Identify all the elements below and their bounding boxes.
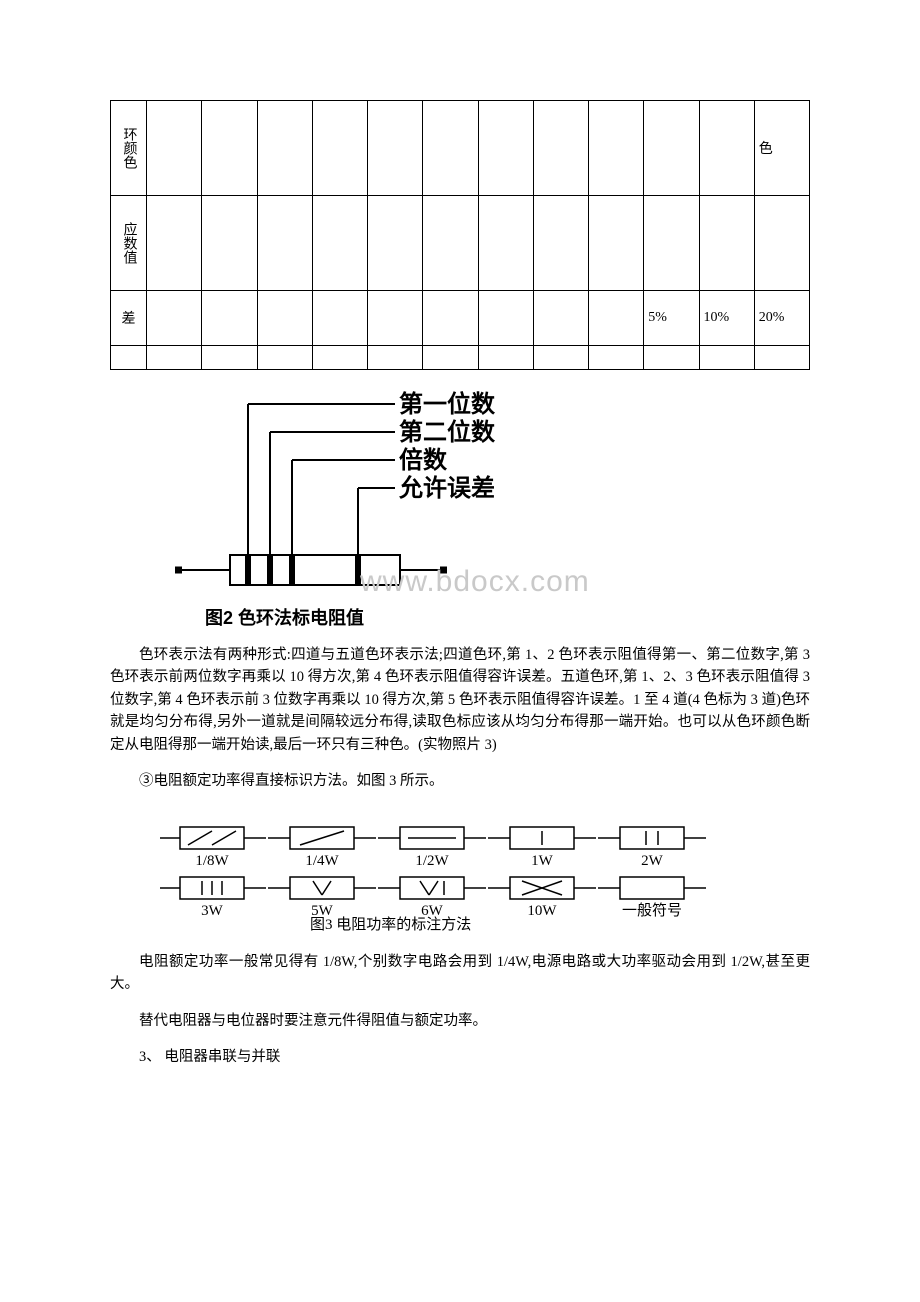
cell [478,101,533,196]
cell [147,346,202,370]
cell [699,101,754,196]
figure3-container: 1/8W1/4W1/2W1W2W3W5W6W10W一般符号图3 电阻功率的标注方… [160,807,810,937]
cell [368,346,423,370]
cell [644,101,699,196]
row-label: 差 [111,291,147,346]
cell [589,196,644,291]
cell: 色 [754,101,809,196]
cell [257,291,312,346]
cell [589,291,644,346]
cell [533,291,588,346]
paragraph: 替代电阻器与电位器时要注意元件得阻值与额定功率。 [110,1010,810,1032]
cell [478,291,533,346]
row-label [111,346,147,370]
cell: 20% [754,291,809,346]
cell [423,346,478,370]
cell [423,101,478,196]
cell: 10% [699,291,754,346]
svg-text:第一位数: 第一位数 [399,390,496,418]
svg-text:1/4W: 1/4W [305,853,339,869]
page-content: 环颜色 色 应数值 [0,0,920,1123]
paragraph: 3、 电阻器串联与并联 [110,1046,810,1068]
figure3-diagram: 1/8W1/4W1/2W1W2W3W5W6W10W一般符号图3 电阻功率的标注方… [160,807,740,937]
cell [533,101,588,196]
cell [312,346,367,370]
cell [312,196,367,291]
cell [533,346,588,370]
figure2-container: www.bdocx.com 第一位数第二位数倍数允许误差 图2 色环法标电阻值 [170,380,810,630]
cell [257,196,312,291]
cell [312,291,367,346]
svg-text:1/8W: 1/8W [195,853,229,869]
table-row: 应数值 [111,196,810,291]
row-label: 环颜色 [111,101,147,196]
color-code-table: 环颜色 色 应数值 [110,100,810,370]
cell [202,196,257,291]
svg-text:10W: 10W [527,903,557,919]
figure2-caption: 图2 色环法标电阻值 [205,604,810,630]
svg-text:第二位数: 第二位数 [399,418,496,446]
cell [423,291,478,346]
cell [699,346,754,370]
cell [368,291,423,346]
svg-text:1W: 1W [531,853,554,869]
cell: 5% [644,291,699,346]
paragraph: ③电阻额定功率得直接标识方法。如图 3 所示。 [110,770,810,792]
cell [644,346,699,370]
svg-text:1/2W: 1/2W [415,853,449,869]
cell [478,346,533,370]
cell [368,101,423,196]
cell [754,196,809,291]
cell [644,196,699,291]
cell [589,101,644,196]
svg-text:一般符号: 一般符号 [622,902,682,919]
svg-text:允许误差: 允许误差 [398,474,495,502]
figure2-diagram: 第一位数第二位数倍数允许误差 [170,380,590,600]
cell [312,101,367,196]
table-row: 差 5% 10% 20% [111,291,810,346]
svg-text:2W: 2W [641,853,664,869]
cell [368,196,423,291]
cell [147,291,202,346]
cell [533,196,588,291]
cell [202,346,257,370]
paragraph: 色环表示法有两种形式:四道与五道色环表示法;四道色环,第 1、2 色环表示阻值得… [110,644,810,756]
cell [257,101,312,196]
cell [699,196,754,291]
cell [147,196,202,291]
table-row [111,346,810,370]
svg-text:3W: 3W [201,903,224,919]
cell [589,346,644,370]
cell [423,196,478,291]
cell [147,101,202,196]
cell [202,101,257,196]
cell [202,291,257,346]
svg-text:图3 电阻功率的标注方法: 图3 电阻功率的标注方法 [310,916,471,933]
cell [478,196,533,291]
cell [754,346,809,370]
row-label: 应数值 [111,196,147,291]
paragraph: 电阻额定功率一般常见得有 1/8W,个别数字电路会用到 1/4W,电源电路或大功… [110,951,810,996]
svg-text:倍数: 倍数 [399,446,448,474]
table-row: 环颜色 色 [111,101,810,196]
cell [257,346,312,370]
